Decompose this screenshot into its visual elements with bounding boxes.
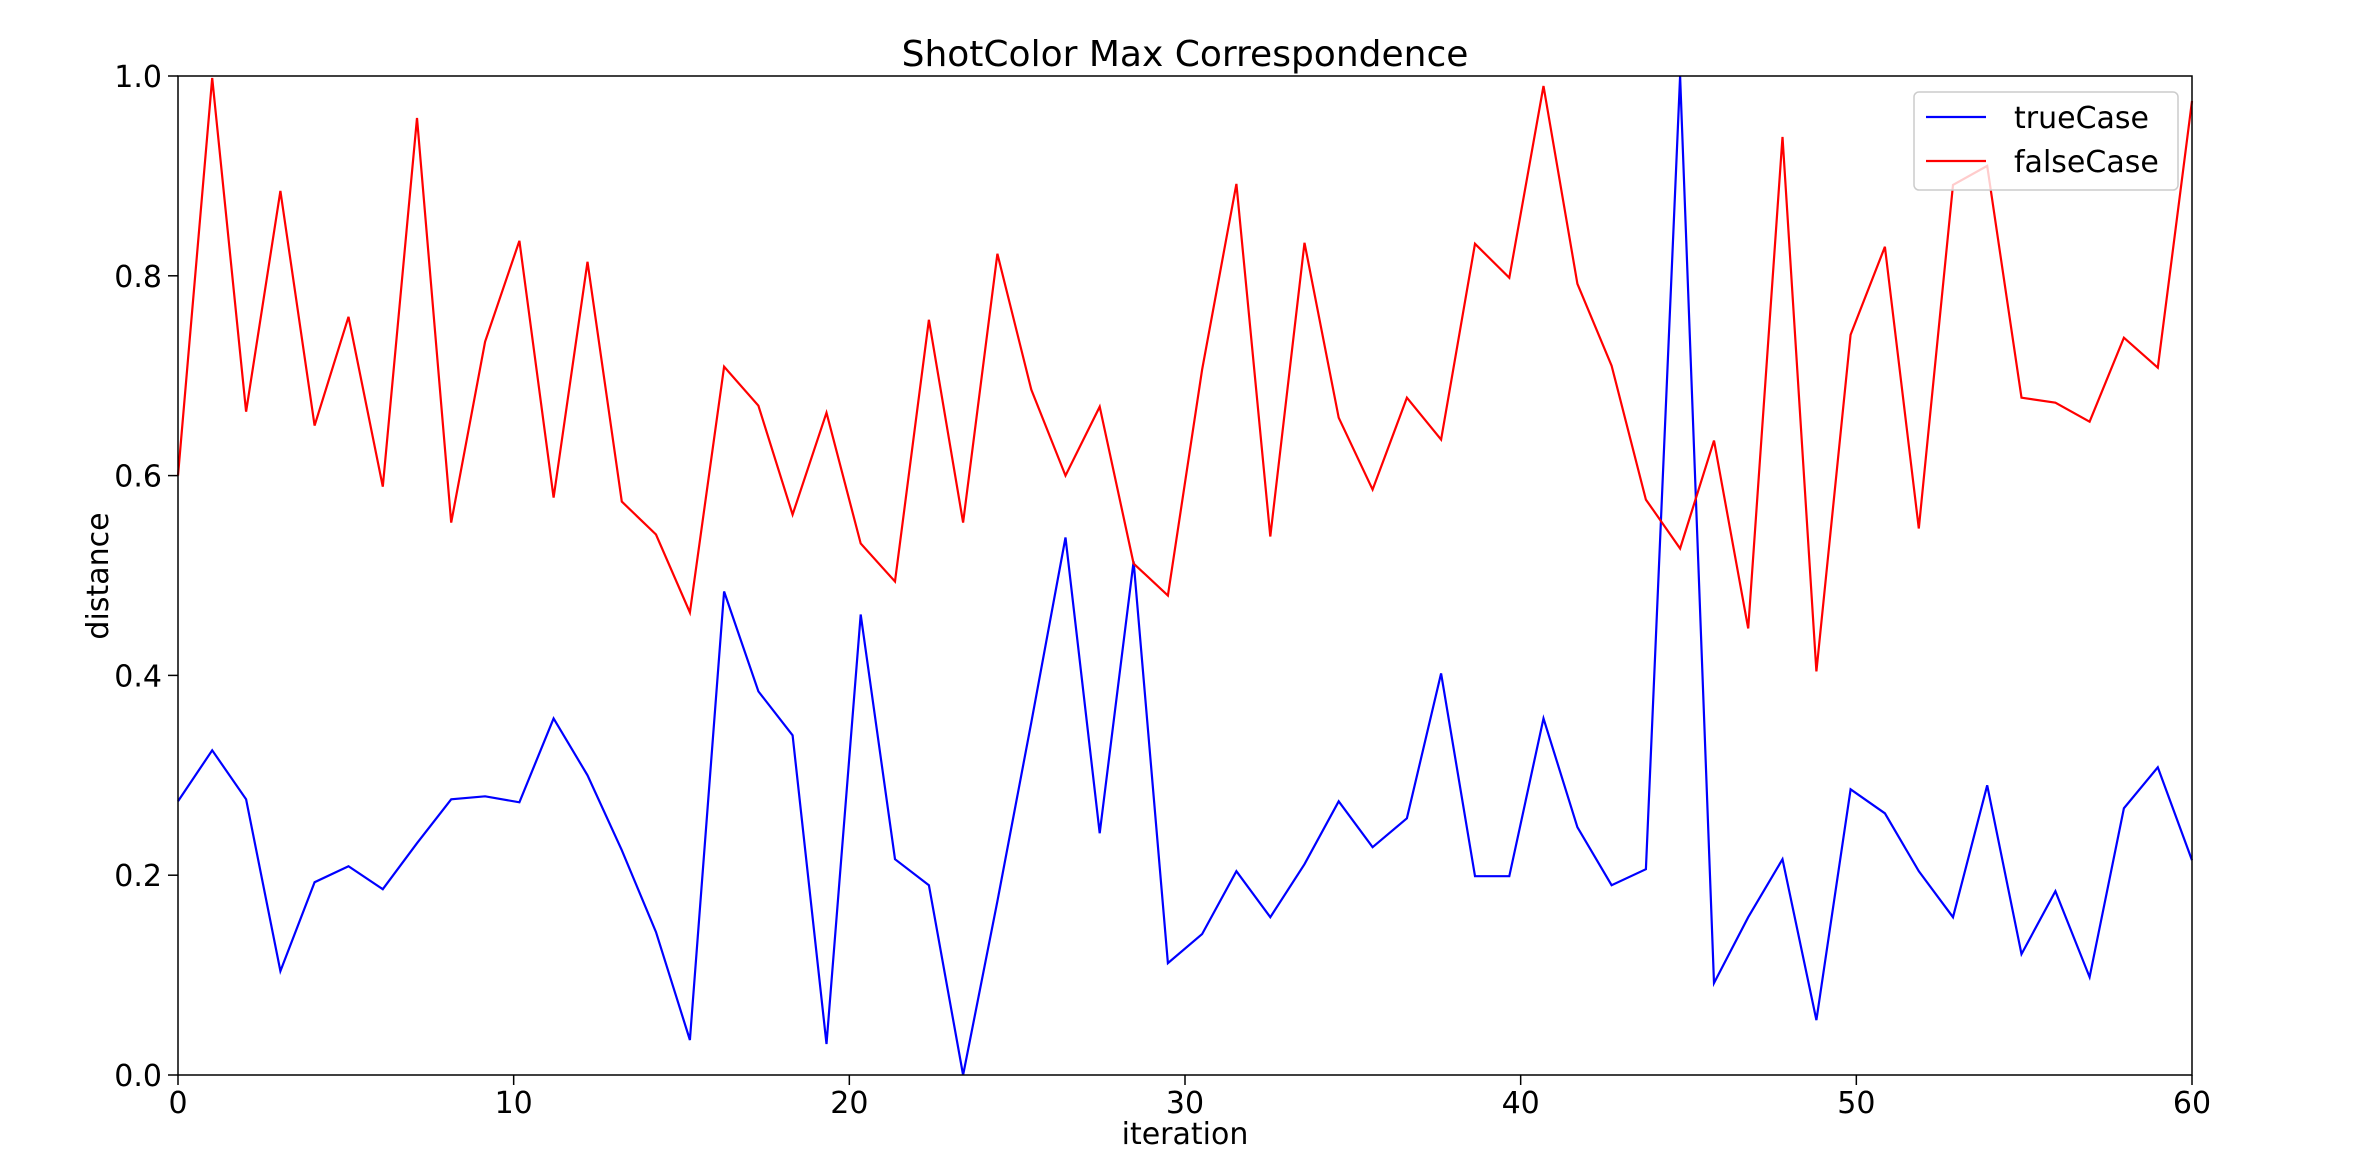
y-axis-label: distance [81, 512, 116, 639]
x-axis: 0 10 20 30 40 50 60 [168, 1075, 2211, 1121]
series-layer [176, 75, 2194, 1076]
y-axis: 0.0 0.2 0.4 0.6 0.8 1.0 [114, 60, 178, 1094]
series-line-trueCase [177, 75, 2194, 1076]
y-tick-label: 1.0 [114, 60, 162, 95]
series-line-falseCase [176, 77, 2194, 672]
y-tick-label: 0.6 [114, 460, 162, 495]
y-tick-label: 0.0 [114, 1059, 162, 1094]
x-tick-label: 20 [830, 1086, 868, 1121]
x-tick-label: 50 [1837, 1086, 1875, 1121]
legend-label-falseCase: falseCase [2014, 145, 2159, 180]
x-tick-label: 40 [1502, 1086, 1540, 1121]
x-tick-label: 10 [495, 1086, 533, 1121]
plot-frame [177, 75, 2193, 1076]
legend: trueCase falseCase [1913, 91, 2179, 191]
chart-title: ShotColor Max Correspondence [902, 34, 1469, 75]
y-tick-label: 0.4 [114, 659, 162, 694]
x-tick-label: 0 [168, 1086, 187, 1121]
x-tick-label: 30 [1166, 1086, 1204, 1121]
legend-label-trueCase: trueCase [2014, 101, 2149, 136]
x-tick-label: 60 [2173, 1086, 2211, 1121]
y-tick-label: 0.8 [114, 260, 162, 295]
x-axis-label: iteration [1122, 1117, 1249, 1152]
y-tick-label: 0.2 [114, 859, 162, 894]
